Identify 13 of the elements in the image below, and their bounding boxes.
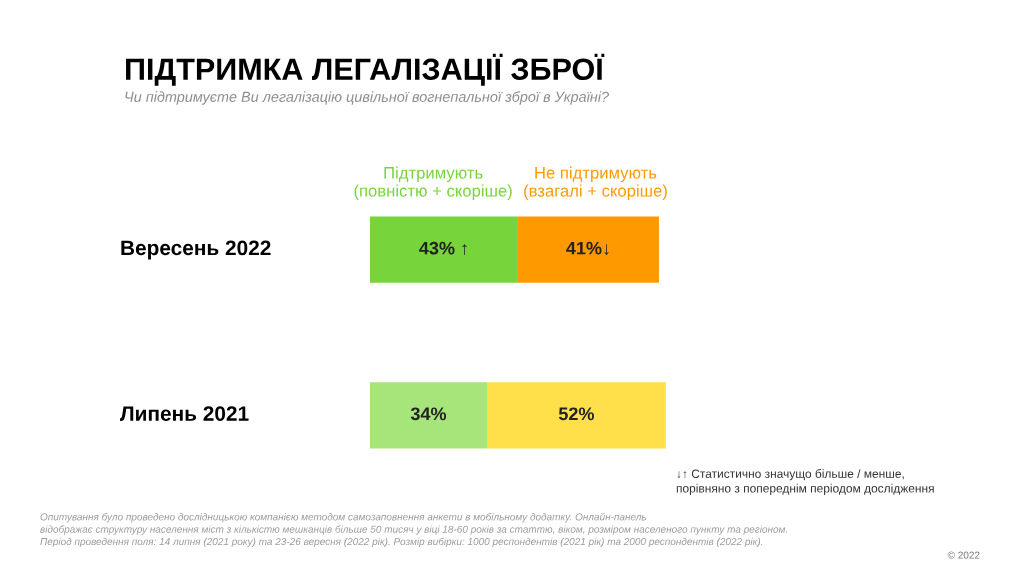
- bar: [370, 216, 518, 283]
- bar: [486, 382, 666, 449]
- data-label: 52%: [558, 407, 594, 421]
- data-label: 34%: [410, 407, 447, 421]
- bar: [370, 382, 487, 449]
- y-tick-label: Вересень 2022: [121, 240, 271, 260]
- series-label: Не підтримують (взагалі + скоріше): [524, 166, 667, 200]
- data-label: 41%↓: [566, 241, 609, 255]
- chart-title: ПІДТРИМКА ЛЕГАЛІЗАЦІЇ ЗБРОЇ: [126, 53, 605, 86]
- bar: [517, 216, 659, 283]
- series-label: Підтримують (повністю + скоріше): [354, 166, 512, 200]
- data-label: 43% ↑: [419, 241, 467, 255]
- y-tick-label: Липень 2021: [120, 406, 249, 421]
